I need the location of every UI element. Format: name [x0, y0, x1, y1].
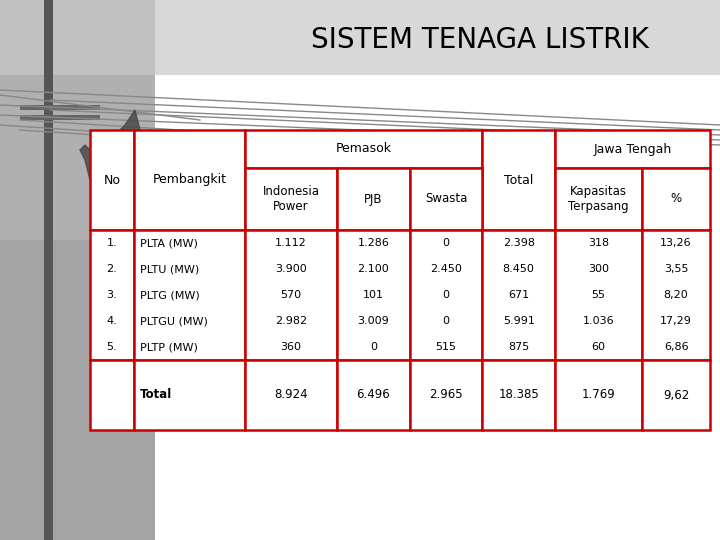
Text: 101: 101: [363, 290, 384, 300]
Text: 1.769: 1.769: [582, 388, 616, 402]
Bar: [134, 360, 245, 430]
Bar: [410, 360, 482, 430]
Bar: [555, 360, 642, 430]
Bar: [337, 168, 410, 230]
Bar: [245, 360, 337, 430]
Bar: [134, 130, 245, 230]
Bar: [245, 130, 482, 168]
Text: No: No: [103, 173, 120, 186]
Text: 3.009: 3.009: [358, 316, 390, 326]
Text: 570: 570: [281, 290, 302, 300]
Text: PLTU (MW): PLTU (MW): [140, 264, 199, 274]
Bar: [20, 105, 100, 110]
Text: 13,26: 13,26: [660, 238, 692, 248]
Text: 2.982: 2.982: [275, 316, 307, 326]
Text: Indonesia
Power: Indonesia Power: [263, 185, 320, 213]
Text: 2.398: 2.398: [503, 238, 535, 248]
Text: Total: Total: [504, 173, 534, 186]
Text: 8,20: 8,20: [664, 290, 688, 300]
Bar: [482, 360, 555, 430]
Bar: [0, 0, 155, 540]
Text: 1.112: 1.112: [275, 238, 307, 248]
Bar: [155, 0, 720, 540]
Text: 6.496: 6.496: [356, 388, 390, 402]
Text: 60: 60: [592, 342, 606, 352]
Text: 1.286: 1.286: [357, 238, 390, 248]
Bar: [410, 168, 482, 230]
Bar: [642, 360, 710, 430]
Text: 9,62: 9,62: [663, 388, 689, 402]
Bar: [245, 230, 337, 360]
Bar: [90, 360, 134, 430]
Text: PLTG (MW): PLTG (MW): [140, 290, 199, 300]
Bar: [410, 230, 482, 360]
Text: Total: Total: [140, 388, 172, 402]
Text: Swasta: Swasta: [425, 192, 467, 206]
Text: 2.: 2.: [107, 264, 117, 274]
Text: 0: 0: [443, 316, 449, 326]
Bar: [555, 230, 642, 360]
Bar: [20, 115, 100, 120]
Bar: [155, 0, 720, 75]
Text: PLTGU (MW): PLTGU (MW): [140, 316, 207, 326]
Bar: [642, 168, 710, 230]
Text: 4.: 4.: [107, 316, 117, 326]
Text: 6,86: 6,86: [664, 342, 688, 352]
Text: 515: 515: [436, 342, 456, 352]
Text: 17,29: 17,29: [660, 316, 692, 326]
Text: 2.100: 2.100: [358, 264, 390, 274]
Text: 360: 360: [281, 342, 302, 352]
Text: 671: 671: [508, 290, 529, 300]
Text: 2.965: 2.965: [429, 388, 463, 402]
Text: 3.: 3.: [107, 290, 117, 300]
Bar: [0, 0, 720, 75]
Bar: [555, 130, 710, 168]
Text: 5.991: 5.991: [503, 316, 535, 326]
Text: 5.: 5.: [107, 342, 117, 352]
Text: 2.450: 2.450: [430, 264, 462, 274]
Text: Kapasitas
Terpasang: Kapasitas Terpasang: [568, 185, 629, 213]
Text: 3.900: 3.900: [275, 264, 307, 274]
Text: PJB: PJB: [364, 192, 382, 206]
Text: 0: 0: [370, 342, 377, 352]
Text: Jawa Tengah: Jawa Tengah: [593, 143, 672, 156]
Text: 18.385: 18.385: [498, 388, 539, 402]
Text: 55: 55: [592, 290, 606, 300]
Bar: [90, 230, 134, 360]
Text: 1.036: 1.036: [582, 316, 614, 326]
Text: %: %: [670, 192, 682, 206]
Text: 0: 0: [443, 238, 449, 248]
Bar: [245, 168, 337, 230]
Bar: [337, 230, 410, 360]
Polygon shape: [80, 110, 145, 210]
Bar: [555, 168, 642, 230]
Bar: [337, 360, 410, 430]
Text: 3,55: 3,55: [664, 264, 688, 274]
Bar: [134, 230, 245, 360]
Text: SISTEM TENAGA LISTRIK: SISTEM TENAGA LISTRIK: [311, 26, 649, 54]
Text: Pemasok: Pemasok: [336, 143, 392, 156]
Text: 8.924: 8.924: [274, 388, 308, 402]
Text: 318: 318: [588, 238, 609, 248]
Text: PLTA (MW): PLTA (MW): [140, 238, 197, 248]
Bar: [482, 130, 555, 230]
Bar: [44, 0, 53, 540]
Bar: [642, 230, 710, 360]
Bar: [90, 130, 134, 230]
Text: 300: 300: [588, 264, 609, 274]
Text: Pembangkit: Pembangkit: [153, 173, 226, 186]
Text: 8.450: 8.450: [503, 264, 535, 274]
Bar: [482, 230, 555, 360]
Text: 875: 875: [508, 342, 529, 352]
Bar: [0, 240, 155, 540]
Text: 1.: 1.: [107, 238, 117, 248]
Text: 0: 0: [443, 290, 449, 300]
Text: PLTP (MW): PLTP (MW): [140, 342, 197, 352]
